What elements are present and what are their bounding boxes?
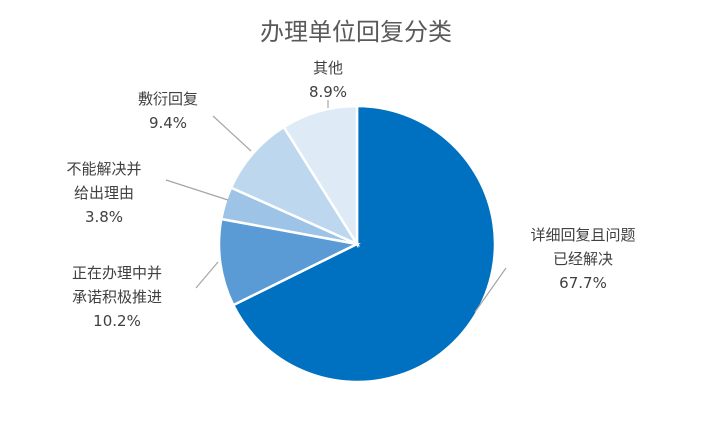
leader-line-1 (195, 261, 219, 289)
data-label-percent: 8.9% (309, 83, 347, 101)
data-label-line: 不能解决并 (66, 160, 141, 178)
pie-slice-1 (217, 217, 361, 307)
pie-slice-0 (231, 104, 497, 384)
leader-line-2 (165, 179, 229, 201)
data-label-line: 敷衍回复 (138, 90, 198, 108)
data-label-line: 已经解决 (553, 250, 613, 268)
data-label-3: 敷衍回复 9.4% (138, 90, 198, 132)
data-label-4: 其他 8.9% (309, 59, 347, 101)
leader-lines (165, 100, 507, 313)
data-label-line: 承诺积极推进 (72, 288, 162, 306)
data-label-1: 正在办理中并承诺积极推进 10.2% (72, 264, 162, 330)
data-label-0: 详细回复且问题已经解决 67.7% (530, 226, 635, 292)
pie-slice-3 (229, 125, 361, 247)
pie-slices (217, 104, 497, 384)
data-labels: 详细回复且问题已经解决 67.7% 正在办理中并承诺积极推进 10.2% 不能解决并给出… (66, 59, 635, 330)
data-label-percent: 3.8% (85, 208, 123, 226)
data-label-percent: 10.2% (93, 312, 141, 330)
data-label-line: 给出理由 (74, 184, 134, 202)
pie-slice-4 (282, 104, 359, 249)
data-label-line: 正在办理中并 (72, 264, 162, 282)
data-label-percent: 67.7% (559, 274, 607, 292)
data-label-line: 其他 (313, 59, 343, 77)
data-label-2: 不能解决并给出理由 3.8% (66, 160, 141, 226)
data-label-line: 详细回复且问题 (530, 226, 635, 244)
data-label-percent: 9.4% (149, 114, 187, 132)
leader-line-0 (474, 267, 507, 313)
leader-line-3 (212, 115, 252, 152)
chart-title: 办理单位回复分类 (260, 18, 452, 46)
